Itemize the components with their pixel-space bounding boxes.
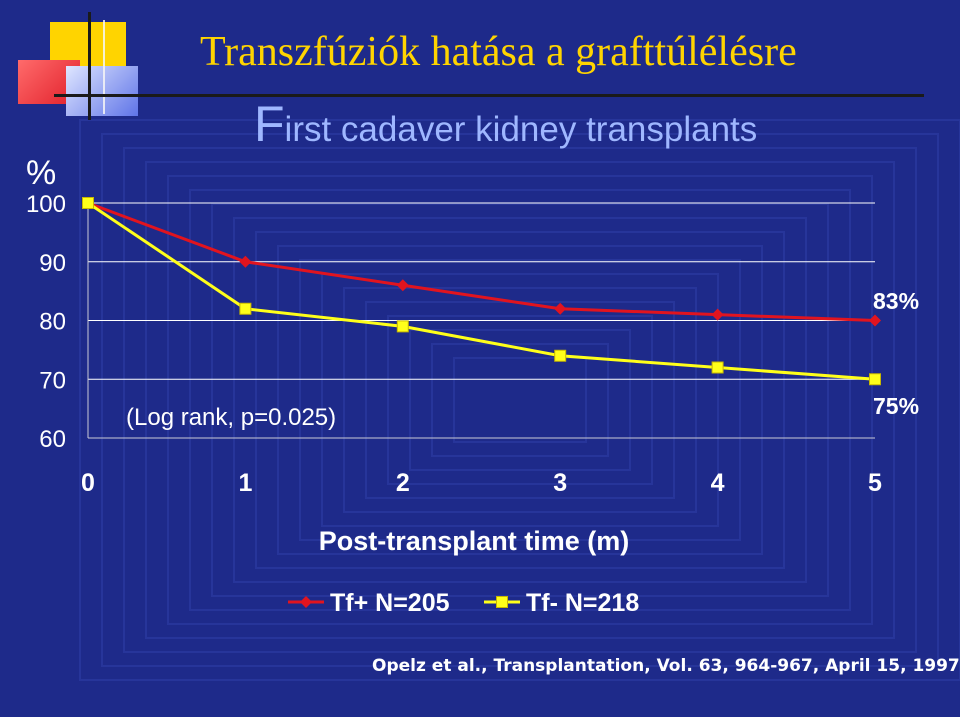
- background-frame: [255, 231, 785, 569]
- page-title: Transzfúziók hatása a grafttúlélésre: [200, 29, 797, 75]
- background-frame: [453, 357, 587, 443]
- background-frame: [409, 329, 631, 471]
- x-axis-label: Post-transplant time (m): [319, 526, 630, 556]
- y-unit-label: %: [26, 154, 56, 192]
- background-frame: [211, 203, 829, 597]
- data-point: [82, 197, 94, 209]
- x-tick-label: 4: [711, 469, 725, 497]
- y-tick-label: 60: [39, 426, 66, 453]
- background-frame: [167, 175, 873, 625]
- background-frame: [299, 259, 741, 541]
- background-frame: [387, 315, 653, 485]
- data-point: [554, 349, 567, 362]
- series-lines: [82, 197, 881, 386]
- data-point: [869, 314, 881, 327]
- y-tick-label: 80: [39, 309, 66, 336]
- x-tick-label: 0: [81, 469, 95, 497]
- subtitle-first-letter: F: [254, 96, 285, 152]
- decor-white-line: [103, 20, 105, 114]
- x-tick-label: 1: [238, 469, 252, 497]
- background-frame: [431, 343, 609, 457]
- background-frame: [321, 273, 719, 527]
- background-frame: [277, 245, 763, 555]
- data-point: [869, 373, 881, 386]
- series-line: [87, 201, 876, 322]
- x-tick-label: 3: [553, 469, 567, 497]
- chart-labels: % (Log rank, p=0.025) 83% 75% Post-trans…: [26, 154, 919, 556]
- decor-vertical-line: [88, 12, 91, 120]
- subtitle-rest: irst cadaver kidney transplants: [284, 110, 758, 149]
- legend-item: Tf- N=218: [484, 589, 639, 617]
- decor-blue-square: [66, 66, 138, 116]
- y-tick-label: 70: [39, 367, 66, 394]
- background-frame: [79, 119, 960, 681]
- data-point: [239, 302, 252, 315]
- legend-swatch-marker: [496, 596, 508, 608]
- background-frame: [145, 161, 895, 639]
- background-frame: [189, 189, 851, 611]
- data-point: [239, 255, 252, 268]
- end-label-tf-plus: 83%: [873, 288, 919, 314]
- data-point: [711, 308, 724, 321]
- series-tf-minus: [82, 197, 881, 386]
- legend-swatch-marker: [300, 596, 312, 608]
- x-tick-label: 2: [396, 469, 410, 497]
- y-tick-label: 90: [39, 250, 66, 277]
- legend-label: Tf+ N=205: [330, 589, 450, 617]
- gridlines: [88, 202, 875, 380]
- log-rank-annotation: (Log rank, p=0.025): [126, 404, 336, 431]
- end-label-tf-minus: 75%: [873, 393, 919, 419]
- x-tick-label: 5: [868, 469, 882, 497]
- data-point: [711, 361, 724, 374]
- background-frame: [123, 147, 917, 653]
- decor-horizontal-line: [54, 94, 924, 97]
- background-frame: [101, 133, 939, 667]
- legend: Tf+ N=205 Tf- N=218: [288, 589, 639, 617]
- series-line: [87, 201, 876, 381]
- background-frame: [233, 217, 807, 583]
- data-point: [396, 320, 409, 333]
- citation-footnote: Opelz et al., Transplantation, Vol. 63, …: [372, 656, 960, 676]
- axes: 60 70 80 90 100 0 1 2 3 4 5: [26, 191, 882, 497]
- legend-label: Tf- N=218: [526, 589, 639, 617]
- page-subtitle: First cadaver kidney transplants: [254, 95, 757, 153]
- y-tick-label: 100: [26, 191, 66, 218]
- background-frame: [343, 287, 697, 513]
- data-point: [396, 279, 409, 292]
- legend-item: Tf+ N=205: [288, 589, 450, 617]
- data-point: [554, 302, 567, 315]
